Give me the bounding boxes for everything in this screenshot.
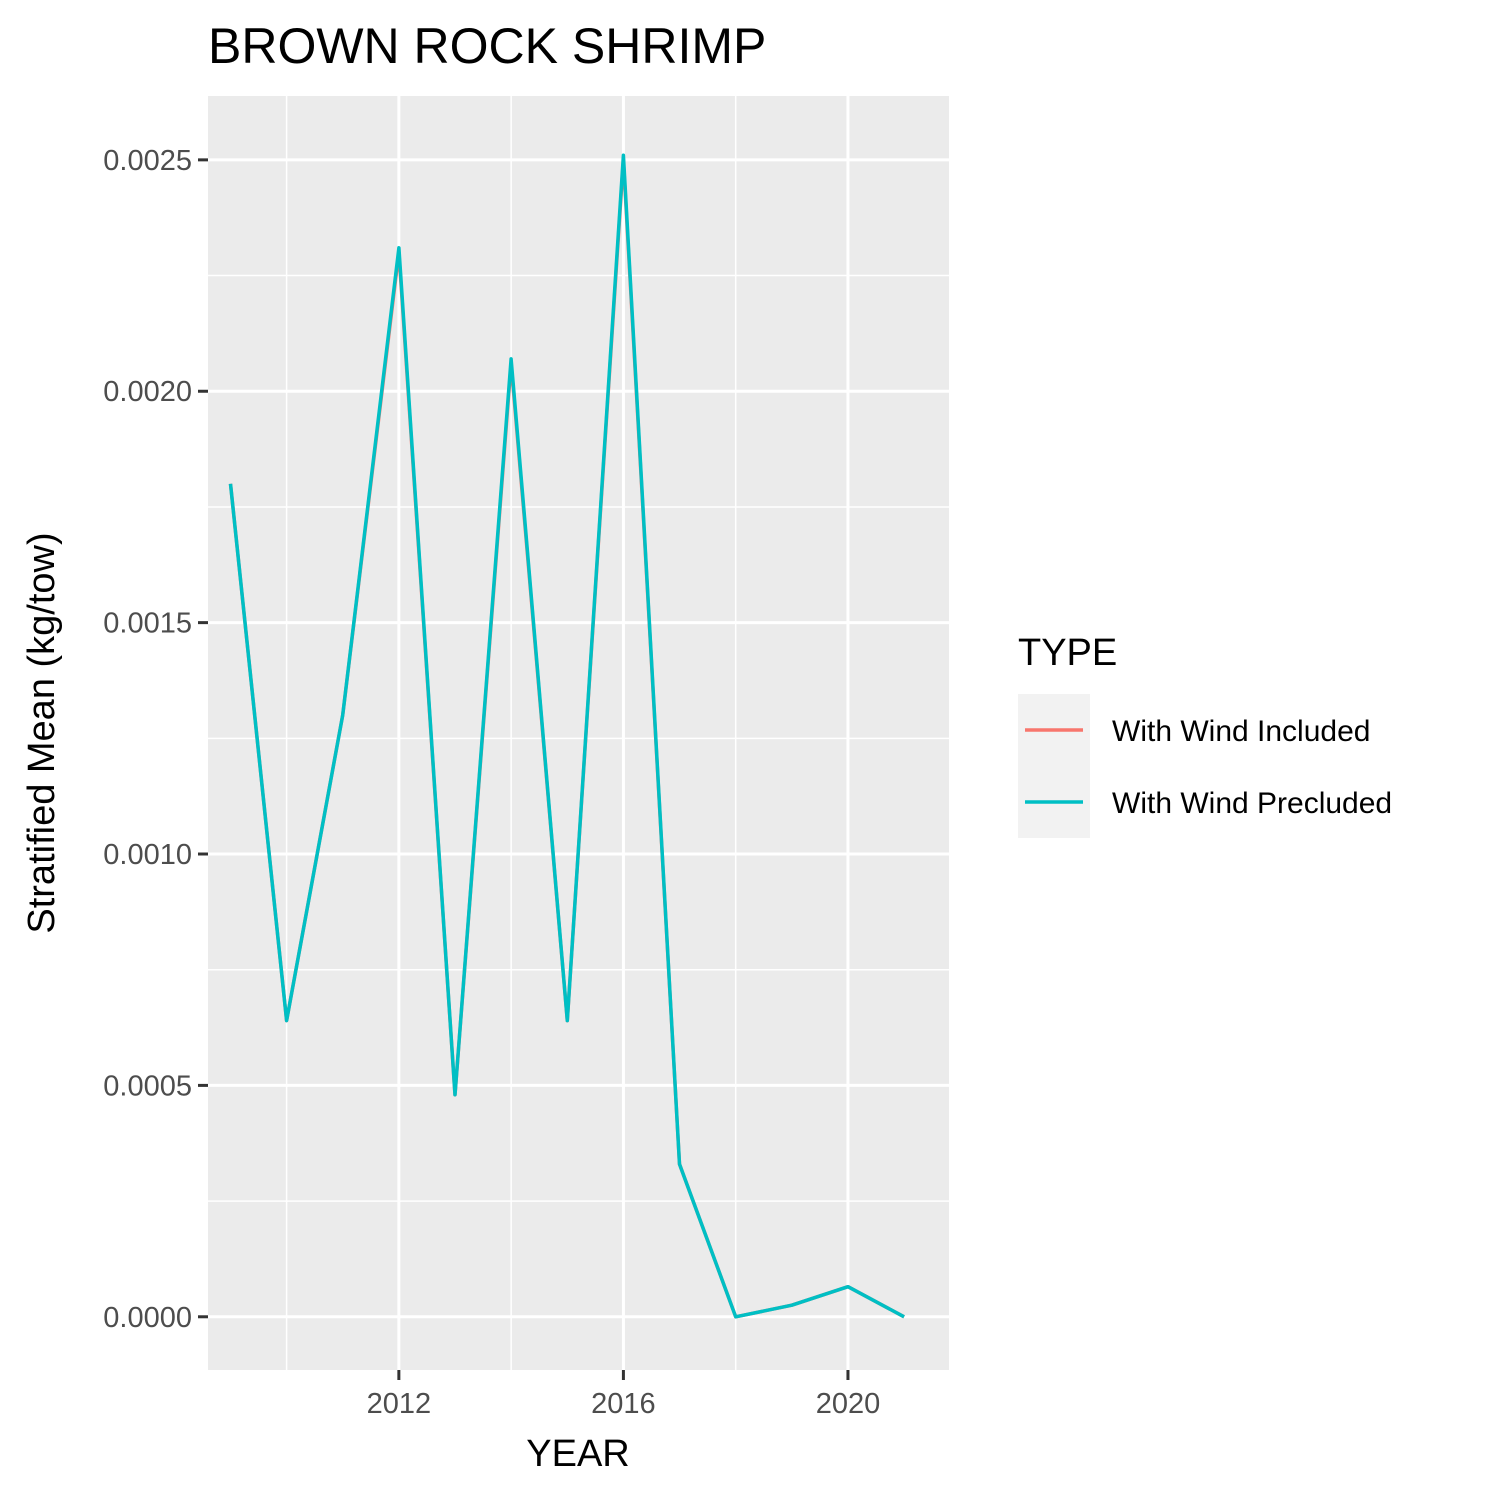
legend-title: TYPE	[1018, 632, 1117, 674]
x-tick-label: 2020	[816, 1388, 881, 1420]
y-axis: 0.0000 0.0005 0.0010 0.0015 0.0020 0.0025	[103, 145, 208, 1334]
legend-label: With Wind Included	[1112, 715, 1370, 748]
minor-gridlines	[208, 96, 949, 1370]
plot-panel	[208, 96, 949, 1370]
major-gridlines	[208, 96, 949, 1370]
legend-label: With Wind Precluded	[1112, 787, 1392, 820]
y-tick-label: 0.0020	[103, 376, 192, 408]
y-tick-label: 0.0025	[103, 145, 192, 177]
y-axis-title: Stratified Mean (kg/tow)	[21, 532, 63, 933]
y-tick-label: 0.0015	[103, 608, 192, 640]
chart-title: BROWN ROCK SHRIMP	[208, 18, 766, 74]
y-tick-label: 0.0010	[103, 839, 192, 871]
x-axis: 2012 2016 2020	[367, 1370, 881, 1420]
y-tick-label: 0.0000	[103, 1302, 192, 1334]
x-axis-title: YEAR	[526, 1433, 629, 1475]
series-layer	[228, 153, 905, 1319]
legend: TYPE With Wind Included With Wind Preclud…	[1018, 632, 1392, 838]
y-tick-label: 0.0005	[103, 1070, 192, 1102]
x-tick-label: 2016	[591, 1388, 656, 1420]
series-line-wind-precluded	[228, 153, 905, 1319]
x-tick-label: 2012	[367, 1388, 432, 1420]
